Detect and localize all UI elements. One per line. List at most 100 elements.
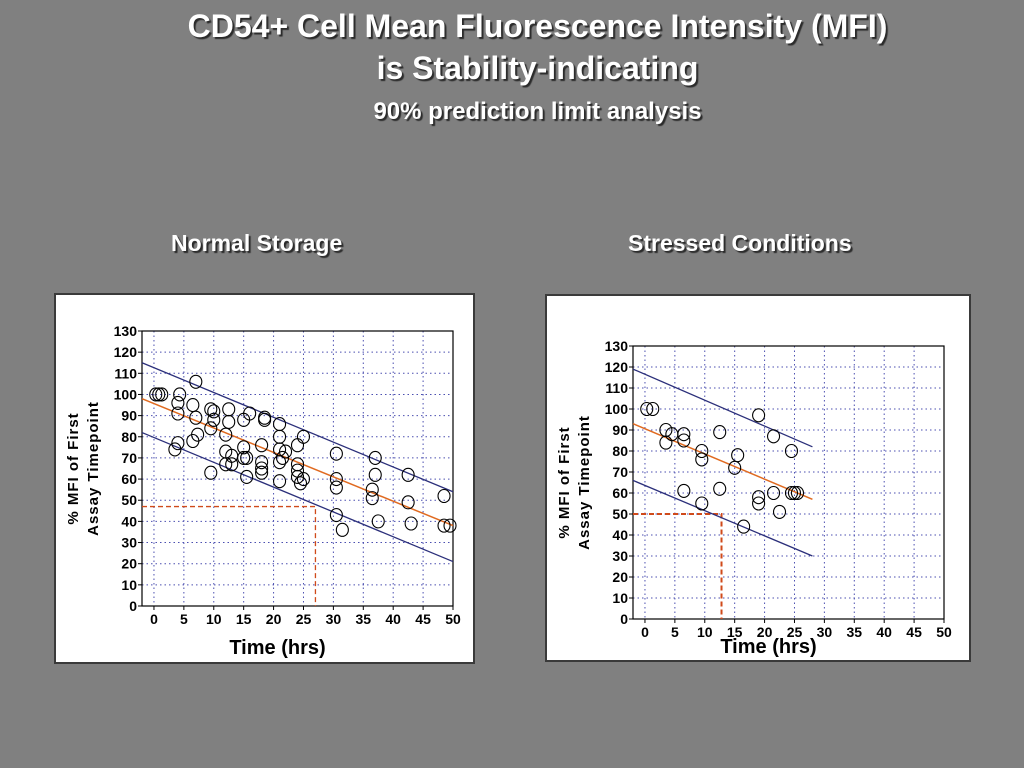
data-point — [255, 461, 269, 476]
data-point — [371, 514, 385, 529]
x-axis-label: Time (hrs) — [229, 637, 325, 659]
data-point — [787, 485, 802, 501]
y-tick-label: 40 — [121, 513, 137, 529]
data-point — [365, 482, 379, 497]
y-axis-label-line1: % MFI of First — [556, 426, 573, 538]
data-point — [168, 442, 182, 457]
data-point — [695, 452, 709, 467]
data-point — [222, 414, 236, 430]
prediction-limit-guide — [142, 505, 317, 606]
data-point — [437, 488, 451, 504]
x-tick-label: 35 — [846, 624, 862, 640]
data-point — [273, 417, 287, 432]
data-point — [204, 421, 218, 436]
plot-frame — [141, 330, 454, 607]
data-point — [640, 401, 654, 417]
y-tick-label: 40 — [612, 527, 628, 543]
x-tick-label: 30 — [326, 611, 342, 627]
data-point — [752, 496, 766, 511]
data-point — [365, 491, 379, 506]
upper-prediction-limit-line — [632, 368, 813, 448]
x-tick-label: 25 — [787, 624, 803, 640]
chart-title-normal-storage: Normal Storage — [171, 230, 343, 256]
chart-panel-stressed-conditions: 0 5 10 15 20 25 30 35 40 45 50 0 10 20 30 40 50 60 70 80 90 1… — [545, 294, 971, 662]
data-point — [713, 481, 727, 496]
y-tick-label: 50 — [612, 506, 628, 522]
y-axis-label-line1: % MFI of First — [65, 412, 82, 524]
regression-fit-line — [141, 397, 454, 527]
data-point — [189, 410, 203, 425]
lower-prediction-limit-line — [632, 479, 813, 557]
data-point — [204, 465, 218, 480]
data-point — [258, 412, 272, 427]
data-point — [329, 472, 343, 487]
x-tick-label: 20 — [266, 611, 282, 627]
x-tick-label: 20 — [757, 624, 773, 640]
y-tick-label: 120 — [114, 344, 138, 360]
data-point — [204, 402, 218, 417]
data-point — [737, 519, 751, 534]
data-point — [443, 518, 457, 533]
data-point — [329, 480, 343, 495]
scatter-chart-normal-storage: 0 5 10 15 20 25 30 35 40 45 50 0 10 20 30 40 50 60 70 80 90 1… — [65, 323, 461, 659]
y-tick-label: 130 — [605, 338, 629, 354]
data-point — [171, 436, 185, 451]
x-tick-label: 45 — [906, 624, 922, 640]
data-point — [329, 507, 343, 523]
data-point — [713, 425, 727, 440]
data-point — [646, 401, 660, 417]
upper-prediction-limit-line — [141, 362, 454, 493]
data-point — [255, 438, 269, 453]
data-point — [695, 443, 709, 459]
chart-title-stressed-conditions: Stressed Conditions — [628, 230, 852, 256]
y-tick-label: 30 — [121, 535, 137, 551]
slide-title-line1: CD54+ Cell Mean Fluorescence Intensity (… — [187, 8, 888, 44]
data-point — [404, 516, 418, 531]
data-point — [237, 440, 251, 455]
data-point — [677, 433, 691, 448]
y-axis-label-line2: Assay Timepoint — [85, 401, 102, 536]
data-point — [240, 450, 254, 465]
x-tick-label: 35 — [355, 611, 371, 627]
y-tick-label: 10 — [121, 577, 137, 593]
data-point — [329, 446, 343, 461]
data-point — [273, 474, 287, 489]
data-point — [275, 450, 290, 465]
x-tick-label: 5 — [671, 624, 679, 640]
data-point — [790, 485, 805, 501]
data-point — [296, 429, 311, 444]
x-tick-label: 45 — [415, 611, 431, 627]
plot-frame — [632, 345, 945, 620]
y-tick-label: 100 — [605, 401, 629, 417]
x-tick-label: 25 — [296, 611, 312, 627]
data-point — [731, 448, 745, 463]
regression-fit-line — [632, 423, 813, 500]
y-tick-label: 50 — [121, 492, 137, 508]
data-point — [290, 438, 305, 453]
data-point — [784, 443, 799, 459]
data-point — [278, 444, 293, 459]
y-tick-label: 10 — [612, 590, 628, 606]
data-point — [243, 406, 257, 421]
y-tick-label: 70 — [612, 464, 628, 480]
y-tick-label: 80 — [121, 429, 137, 445]
x-tick-label: 0 — [641, 624, 649, 640]
x-tick-label: 40 — [385, 611, 401, 627]
y-tick-label: 30 — [612, 548, 628, 564]
data-point — [401, 467, 415, 482]
data-point — [222, 402, 236, 417]
y-tick-label: 0 — [620, 611, 628, 627]
data-point — [296, 472, 311, 487]
chart-panel-normal-storage: 0 5 10 15 20 25 30 35 40 45 50 0 10 20 30 40 50 60 70 80 90 1… — [54, 293, 475, 664]
x-tick-label: 15 — [727, 624, 743, 640]
x-tick-label: 0 — [150, 611, 158, 627]
x-tick-label: 50 — [936, 624, 952, 640]
data-point — [273, 429, 287, 444]
y-tick-label: 20 — [612, 569, 628, 585]
x-tick-label: 50 — [445, 611, 461, 627]
x-tick-label: 15 — [236, 611, 252, 627]
y-tick-label: 110 — [114, 365, 137, 381]
scatter-chart-stressed-conditions: 0 5 10 15 20 25 30 35 40 45 50 0 10 20 30 40 50 60 70 80 90 1… — [556, 338, 952, 658]
y-axis-label-line2: Assay Timepoint — [576, 415, 593, 550]
x-tick-label: 10 — [697, 624, 713, 640]
